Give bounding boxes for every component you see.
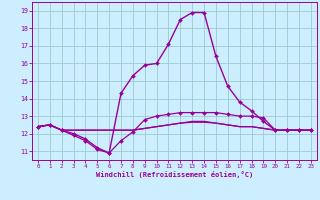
X-axis label: Windchill (Refroidissement éolien,°C): Windchill (Refroidissement éolien,°C) [96,171,253,178]
